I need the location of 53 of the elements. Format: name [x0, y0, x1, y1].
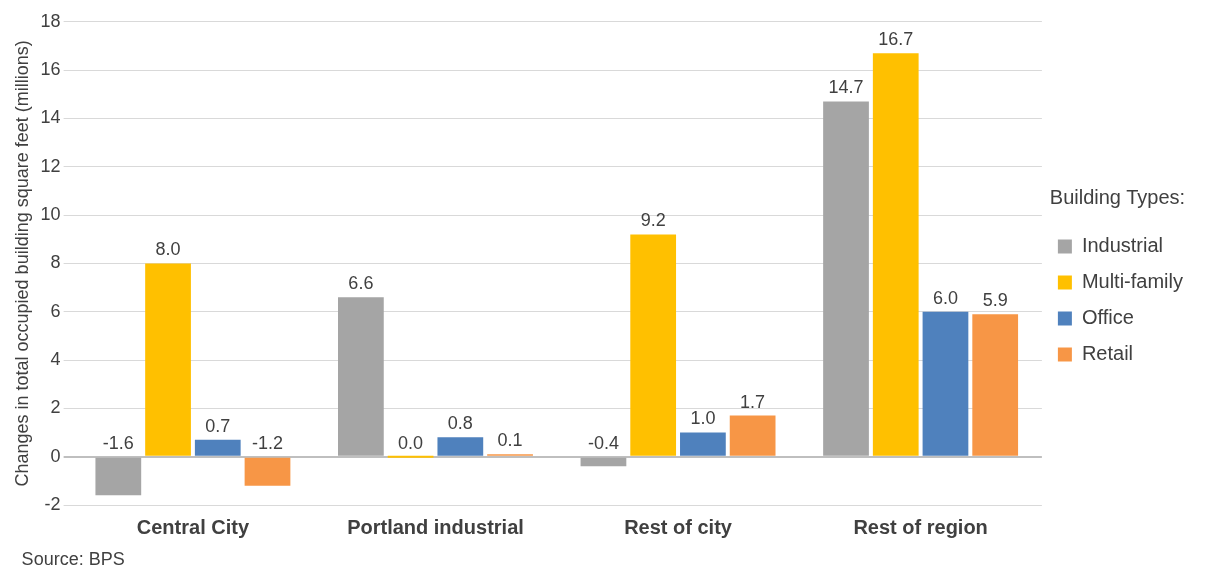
legend-label: Office [1081, 306, 1134, 329]
data-label: 16.7 [878, 29, 914, 50]
y-tick-label: 8 [50, 252, 61, 273]
bar [338, 297, 384, 456]
legend-label: Industrial [1081, 234, 1164, 257]
y-tick-label: 12 [40, 155, 61, 176]
data-label: 6.0 [932, 287, 958, 308]
bar [145, 263, 191, 456]
x-tick-label: Rest of city [624, 515, 733, 538]
x-tick-label: Rest of region [853, 515, 988, 538]
y-tick-label: 2 [50, 397, 61, 418]
data-label: 0.1 [497, 430, 523, 451]
data-label: 1.0 [690, 408, 716, 429]
bar [194, 439, 241, 456]
y-tick-label: 14 [40, 107, 61, 128]
x-tick-label: Portland industrial [347, 515, 524, 538]
data-label: 14.7 [828, 77, 864, 98]
data-label: 0.7 [205, 415, 231, 436]
bar [630, 234, 677, 456]
y-tick-label: 0 [50, 445, 61, 466]
legend-label: Multi-family [1081, 270, 1184, 293]
bar [823, 101, 869, 456]
source-note: Source: BPS [21, 548, 125, 569]
bar [244, 457, 291, 486]
bar [387, 455, 434, 458]
bar [437, 437, 484, 456]
data-label: -0.4 [587, 432, 619, 453]
y-tick-label: 4 [50, 349, 61, 370]
y-tick-label: -2 [44, 493, 61, 514]
data-label: -1.6 [102, 432, 134, 453]
y-axis-title: Changes in total occupied building square feet (millions) [11, 40, 32, 487]
bar [95, 457, 142, 496]
data-label: 1.7 [740, 391, 766, 412]
data-label: 6.6 [348, 273, 374, 294]
legend-label: Retail [1081, 342, 1134, 365]
bar [922, 311, 969, 456]
y-tick-label: 16 [40, 59, 61, 80]
x-tick-label: Central City [136, 515, 250, 538]
data-label: 5.9 [982, 290, 1008, 311]
bar [872, 53, 919, 456]
legend-title: Building Types: [1049, 186, 1186, 209]
bar [580, 457, 627, 467]
data-label: 9.2 [640, 210, 666, 231]
data-label: 8.0 [155, 239, 181, 260]
data-label: 0.0 [398, 432, 424, 453]
y-tick-label: 6 [50, 300, 61, 321]
data-label: -1.2 [251, 432, 284, 453]
data-label: 0.8 [447, 413, 473, 434]
bar [972, 314, 1019, 456]
bar [729, 415, 776, 456]
y-tick-label: 10 [40, 204, 61, 225]
y-tick-label: 18 [40, 10, 61, 31]
bar [680, 432, 726, 456]
